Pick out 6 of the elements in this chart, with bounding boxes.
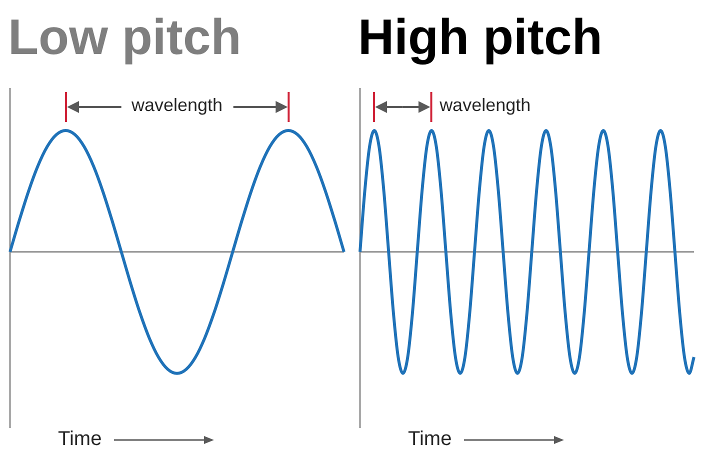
- text: wavelength: [440, 94, 531, 116]
- x-axis-title: Time: [408, 428, 452, 451]
- x-axis-title: Time: [58, 428, 102, 451]
- text: wavelength: [130, 94, 224, 116]
- chart-title: Low pitch: [8, 8, 242, 66]
- chart-title: High pitch: [358, 8, 602, 66]
